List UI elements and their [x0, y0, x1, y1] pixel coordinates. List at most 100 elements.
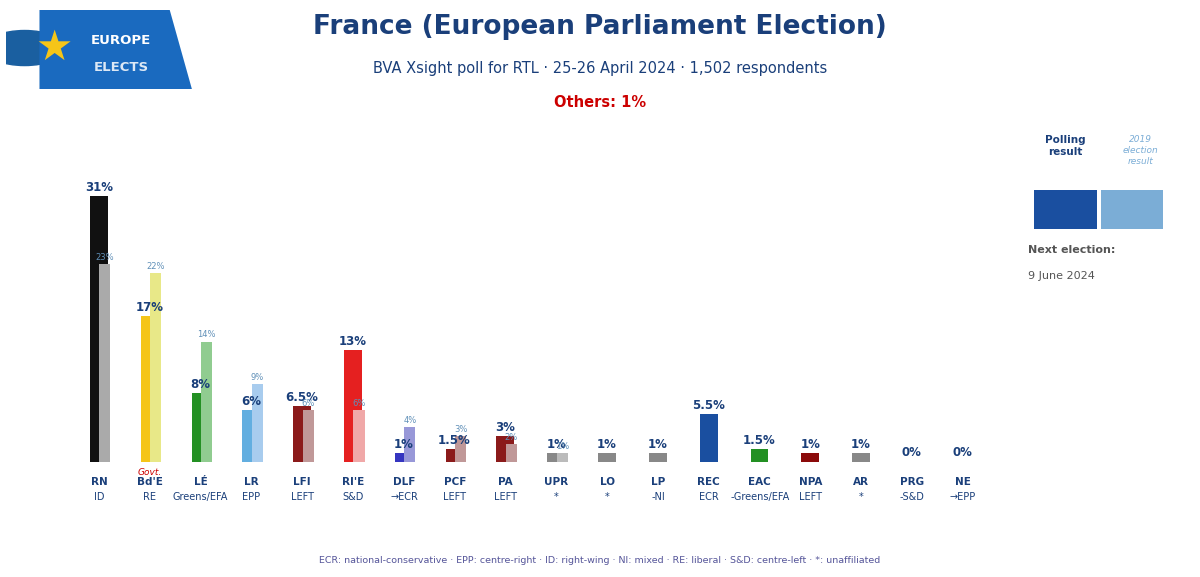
Text: PCF: PCF — [444, 477, 466, 487]
Text: LEFT: LEFT — [290, 492, 314, 501]
Text: 1%: 1% — [546, 438, 566, 451]
Text: Next election:: Next election: — [1028, 245, 1116, 255]
Bar — [750, 449, 768, 462]
Bar — [547, 453, 565, 462]
Text: Polling
result: Polling result — [1045, 135, 1086, 157]
Circle shape — [0, 31, 66, 66]
Text: 23%: 23% — [96, 253, 114, 263]
Text: NPA: NPA — [799, 477, 822, 487]
Text: -S&D: -S&D — [900, 492, 924, 501]
Text: LEFT: LEFT — [799, 492, 822, 501]
Text: 6%: 6% — [301, 399, 314, 408]
Text: 6%: 6% — [241, 395, 262, 408]
Text: →ECR: →ECR — [390, 492, 418, 501]
Text: 9%: 9% — [251, 373, 264, 383]
Text: *: * — [605, 492, 610, 501]
Text: -NI: -NI — [652, 492, 665, 501]
Text: UPR: UPR — [545, 477, 569, 487]
Text: 1%: 1% — [556, 442, 569, 451]
Bar — [192, 393, 209, 462]
Text: S&D: S&D — [342, 492, 364, 501]
Bar — [252, 384, 263, 462]
Bar — [445, 449, 463, 462]
Text: -Greens/EFA: -Greens/EFA — [730, 492, 790, 501]
Bar — [1034, 190, 1097, 228]
Bar — [293, 406, 311, 462]
Text: →EPP: →EPP — [950, 492, 976, 501]
Text: AR: AR — [853, 477, 869, 487]
Text: RN: RN — [91, 477, 108, 487]
Text: *: * — [554, 492, 559, 501]
Text: ECR: national-conservative · EPP: centre-right · ID: right-wing · NI: mixed · RE: ECR: national-conservative · EPP: centre… — [319, 556, 881, 565]
Text: LÉ: LÉ — [193, 477, 208, 487]
Text: ECR: ECR — [698, 492, 719, 501]
Text: 5.5%: 5.5% — [692, 399, 725, 413]
Text: PA: PA — [498, 477, 512, 487]
Text: EAC: EAC — [749, 477, 772, 487]
Text: 1%: 1% — [851, 438, 871, 451]
Text: 1%: 1% — [800, 438, 820, 451]
Text: 17%: 17% — [136, 301, 163, 314]
Text: NE: NE — [955, 477, 971, 487]
Text: LR: LR — [244, 477, 259, 487]
Text: 3%: 3% — [454, 425, 467, 434]
Bar — [700, 414, 718, 462]
Text: 0%: 0% — [953, 447, 973, 459]
Bar — [140, 316, 158, 462]
Bar — [150, 273, 161, 462]
Text: LFI: LFI — [294, 477, 311, 487]
Text: RI'E: RI'E — [342, 477, 365, 487]
Text: 6%: 6% — [353, 399, 366, 408]
Text: *: * — [859, 492, 864, 501]
Text: 3%: 3% — [496, 421, 515, 434]
Text: Greens/EFA: Greens/EFA — [173, 492, 228, 501]
Text: 8%: 8% — [191, 378, 210, 391]
Text: ★: ★ — [36, 27, 73, 69]
Bar — [100, 264, 110, 462]
Bar — [404, 428, 415, 462]
Text: RE: RE — [143, 492, 156, 501]
Bar — [506, 444, 517, 462]
Text: 6.5%: 6.5% — [286, 391, 318, 404]
Text: DLF: DLF — [392, 477, 415, 487]
Text: ELECTS: ELECTS — [94, 61, 149, 74]
Text: France (European Parliament Election): France (European Parliament Election) — [313, 14, 887, 40]
Bar — [802, 453, 820, 462]
Bar — [649, 453, 667, 462]
Bar — [395, 453, 413, 462]
Text: 1.5%: 1.5% — [743, 433, 776, 447]
Text: 2019
election
result: 2019 election result — [1123, 135, 1158, 166]
Bar — [1100, 190, 1163, 228]
Text: Govt.: Govt. — [138, 467, 162, 477]
Text: EPP: EPP — [242, 492, 260, 501]
Text: 1%: 1% — [394, 438, 414, 451]
Bar — [557, 453, 568, 462]
Text: 13%: 13% — [338, 335, 367, 348]
Bar — [353, 410, 365, 462]
Bar — [302, 410, 313, 462]
Bar — [242, 410, 260, 462]
Text: 1%: 1% — [648, 438, 667, 451]
Bar — [852, 453, 870, 462]
Text: 2%: 2% — [505, 433, 518, 443]
Bar — [598, 453, 616, 462]
Bar — [90, 196, 108, 462]
Text: REC: REC — [697, 477, 720, 487]
Text: PRG: PRG — [900, 477, 924, 487]
Bar — [455, 436, 467, 462]
Polygon shape — [40, 10, 192, 89]
Text: ID: ID — [94, 492, 104, 501]
Text: 9 June 2024: 9 June 2024 — [1028, 271, 1096, 281]
Text: Bd'E: Bd'E — [137, 477, 163, 487]
Text: LEFT: LEFT — [494, 492, 517, 501]
Text: LO: LO — [600, 477, 614, 487]
Text: Others: 1%: Others: 1% — [554, 95, 646, 110]
Text: 1.5%: 1.5% — [438, 433, 470, 447]
Text: 0%: 0% — [902, 447, 922, 459]
Text: 4%: 4% — [403, 416, 416, 425]
Bar — [344, 350, 361, 462]
Text: LEFT: LEFT — [443, 492, 467, 501]
Text: LP: LP — [650, 477, 665, 487]
Bar — [497, 436, 515, 462]
Text: 1%: 1% — [598, 438, 617, 451]
